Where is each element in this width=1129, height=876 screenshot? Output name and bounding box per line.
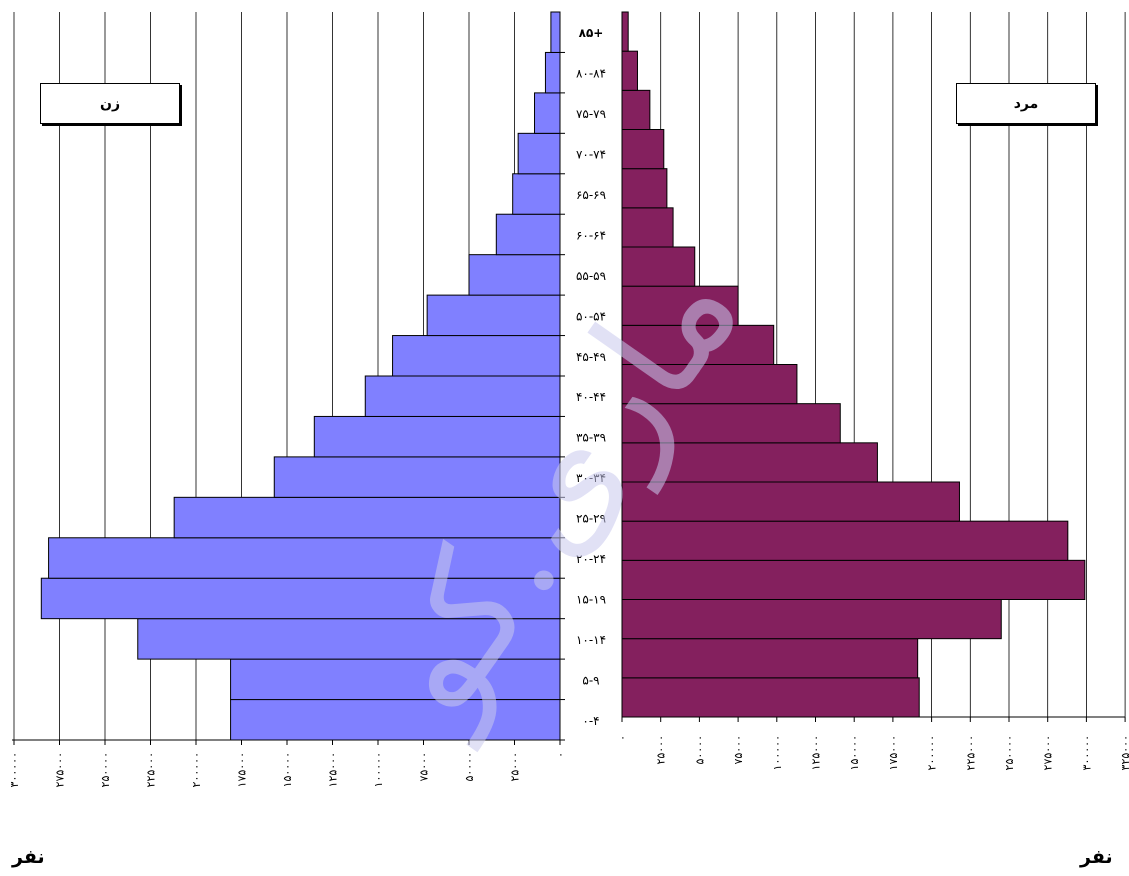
male-tick-label: ۰	[616, 735, 629, 741]
female-legend-label: زن	[100, 95, 121, 112]
age-group-label: ۴۵-۴۹	[576, 350, 606, 364]
age-group-label: ۱۰-۱۴	[576, 633, 606, 647]
female-bar	[495, 213, 561, 256]
age-group-label: ۰-۴	[582, 714, 599, 728]
age-group-label: ۶۰-۶۴	[576, 228, 606, 242]
age-group-label: ۳۵-۳۹	[576, 431, 606, 445]
female-axis-unit: نفر	[12, 846, 45, 868]
age-group-label: ۷۰-۷۴	[576, 148, 606, 162]
female-tick-label: ۲۲۵۰۰۰	[145, 752, 158, 787]
male-bar	[621, 246, 696, 287]
female-tick-label: ۲۵۰۰۰	[509, 752, 522, 782]
female-tick-label: ۰	[554, 752, 567, 758]
male-bars	[621, 11, 1086, 718]
male-bar	[621, 50, 638, 91]
female-bar	[468, 254, 561, 296]
male-bar	[621, 364, 798, 405]
female-tick-label: ۲۰۰۰۰۰	[190, 752, 203, 787]
male-tick-label: ۱۲۵۰۰۰	[810, 735, 823, 770]
age-group-label: ۴۰-۴۴	[576, 390, 606, 404]
male-bar	[621, 638, 919, 679]
female-bar	[273, 456, 561, 498]
male-bar	[621, 11, 629, 52]
female-tick-label: ۱۵۰۰۰۰	[281, 752, 294, 787]
male-tick-label: ۲۷۵۰۰۰	[1042, 735, 1055, 770]
age-group-label: ۸۰-۸۴	[576, 67, 606, 81]
age-group-label: ۲۵-۲۹	[576, 512, 606, 526]
male-bar	[621, 442, 878, 483]
age-group-label: ۲۰-۲۴	[576, 552, 606, 566]
male-tick-label: ۳۲۵۰۰۰	[1119, 735, 1129, 770]
male-tick-label: ۲۵۰۰۰۰	[1003, 735, 1016, 770]
age-group-label: ۵۰-۵۴	[576, 309, 606, 323]
male-tick-label: ۱۵۰۰۰۰	[848, 735, 861, 770]
female-tick-label: ۷۵۰۰۰	[418, 752, 431, 782]
male-tick-label: ۲۲۵۰۰۰	[964, 735, 977, 770]
female-axis-ticks: ۰ ۲۵۰۰۰ ۵۰۰۰۰ ۷۵۰۰۰ ۱۰۰۰۰۰ ۱۲۵۰۰۰ ۱۵۰۰۰۰ ۱۷۵۰۰۰…	[8, 740, 567, 787]
female-bar	[173, 496, 561, 539]
female-bar	[48, 537, 561, 579]
female-bar	[230, 658, 561, 701]
male-bar	[621, 285, 739, 326]
male-tick-label: ۱۷۵۰۰۰	[887, 735, 900, 770]
male-bar	[621, 324, 775, 366]
male-legend: مرد	[956, 83, 1096, 124]
male-axis-unit: نفر	[1080, 846, 1113, 868]
male-bar	[621, 599, 1002, 640]
age-group-label: ۶۵-۶۹	[576, 188, 606, 202]
female-bar	[550, 11, 561, 53]
female-tick-label: ۲۵۰۰۰۰	[99, 752, 112, 787]
female-tick-label: ۱۰۰۰۰۰	[372, 752, 385, 787]
age-group-labels: ۰-۴ ۵-۹ ۱۰-۱۴ ۱۵-۱۹ ۲۰-۲۴ ۲۵-۲۹ ۳۰-۳۴ ۳۵-۳۹ ۴۰-۴…	[560, 26, 606, 741]
female-bar	[544, 51, 561, 94]
male-bar	[621, 559, 1086, 600]
age-group-label: ۱۵-۱۹	[576, 592, 606, 606]
age-group-label: ۸۵+	[579, 26, 604, 40]
male-tick-label: ۲۵۰۰۰	[655, 735, 668, 765]
male-tick-label: ۲۰۰۰۰۰	[926, 735, 939, 770]
male-bar	[621, 168, 668, 209]
female-bar	[426, 294, 561, 337]
female-bar	[534, 92, 561, 134]
female-bar	[512, 173, 561, 215]
female-bars	[40, 11, 561, 741]
male-axis-ticks: ۰ ۲۵۰۰۰ ۵۰۰۰۰ ۷۵۰۰۰ ۱۰۰۰۰۰ ۱۲۵۰۰۰ ۱۵۰۰۰۰ ۱۷۵۰۰۰…	[616, 717, 1129, 770]
female-tick-label: ۵۰۰۰۰	[463, 752, 476, 782]
age-group-label: ۷۵-۷۹	[576, 107, 606, 121]
age-group-label: ۵۵-۵۹	[576, 269, 606, 283]
female-bar	[517, 132, 561, 175]
female-bar	[230, 699, 561, 741]
male-bar	[621, 481, 960, 522]
male-tick-label: ۱۰۰۰۰۰	[771, 735, 784, 770]
male-bar	[621, 403, 841, 444]
age-group-label: ۳۰-۳۴	[576, 471, 606, 485]
male-bar	[621, 207, 674, 248]
male-bar	[621, 129, 665, 170]
female-bar	[392, 335, 561, 377]
male-tick-label: ۳۰۰۰۰۰	[1080, 735, 1093, 770]
female-bar	[364, 375, 561, 417]
female-legend: زن	[40, 83, 180, 124]
female-tick-label: ۱۷۵۰۰۰	[236, 752, 249, 787]
female-tick-label: ۱۲۵۰۰۰	[327, 752, 340, 787]
male-tick-label: ۷۵۰۰۰	[732, 735, 745, 765]
female-bar	[40, 577, 561, 620]
male-bar	[621, 520, 1069, 561]
female-tick-label: ۳۰۰۰۰۰	[8, 752, 21, 787]
male-bar	[621, 89, 651, 131]
female-bar	[137, 618, 561, 660]
female-bar	[313, 415, 561, 458]
male-legend-label: مرد	[1013, 95, 1039, 112]
age-group-label: ۵-۹	[582, 673, 599, 687]
female-tick-label: ۲۷۵۰۰۰	[54, 752, 67, 787]
male-tick-label: ۵۰۰۰۰	[693, 735, 706, 765]
male-bar	[621, 677, 920, 718]
